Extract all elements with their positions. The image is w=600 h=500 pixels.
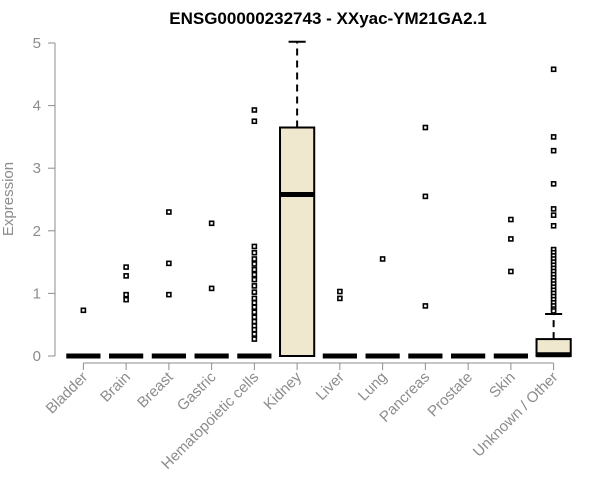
box-unknown-other xyxy=(535,66,572,358)
y-tick-label: 0 xyxy=(33,348,41,365)
box-body xyxy=(279,126,316,358)
outlier-point xyxy=(251,266,258,273)
outlier-point xyxy=(422,193,429,200)
y-axis: 0 1 2 3 4 5 xyxy=(33,35,56,365)
outlier-point xyxy=(550,222,557,229)
outlier-point xyxy=(208,285,215,292)
outlier-point xyxy=(80,307,87,314)
x-tick-label: Prostate xyxy=(424,369,476,421)
outlier-point xyxy=(251,107,258,113)
outlier-point xyxy=(337,288,343,295)
outlier-point xyxy=(251,309,258,315)
box-liver xyxy=(322,288,357,359)
box-group xyxy=(66,40,572,359)
outlier-point xyxy=(166,209,172,215)
box-hematopoietic-cells xyxy=(237,107,272,359)
outlier-point xyxy=(379,256,386,262)
y-tick-label: 4 xyxy=(33,98,41,115)
box-lung xyxy=(365,256,400,359)
outlier-point xyxy=(550,181,557,187)
outlier-point xyxy=(550,308,557,314)
outlier-point xyxy=(123,264,129,270)
outlier-point xyxy=(251,331,258,337)
x-tick-label: Kidney xyxy=(260,368,305,413)
y-tick-label: 5 xyxy=(33,35,41,52)
box-kidney xyxy=(279,40,316,358)
outlier-point xyxy=(166,260,172,267)
outlier-point xyxy=(251,314,258,320)
x-tick-label: Breast xyxy=(134,368,177,411)
x-tick-label: Skin xyxy=(486,369,519,402)
outlier-point xyxy=(208,220,215,227)
outlier-point xyxy=(422,124,429,131)
y-axis-label: Expression xyxy=(0,162,17,236)
outlier-point xyxy=(550,134,557,140)
outlier-point xyxy=(251,295,258,302)
chart-title: ENSG00000232743 - XXyac-YM21GA2.1 xyxy=(169,9,487,28)
x-tick-label: Liver xyxy=(313,369,348,404)
outlier-point xyxy=(550,212,557,218)
outlier-point xyxy=(550,147,557,154)
outlier-point xyxy=(251,299,258,306)
outlier-point xyxy=(251,243,258,250)
outlier-point xyxy=(123,273,129,279)
y-tick-label: 1 xyxy=(33,285,41,302)
outlier-point xyxy=(550,206,557,212)
outlier-point xyxy=(166,291,172,298)
outlier-point xyxy=(251,256,258,262)
box-breast xyxy=(151,209,186,359)
outlier-point xyxy=(508,268,514,275)
outlier-point xyxy=(508,236,514,242)
y-tick-label: 3 xyxy=(33,160,41,177)
outlier-point xyxy=(123,291,129,298)
box-skin xyxy=(493,216,528,359)
outlier-point xyxy=(251,326,258,333)
outlier-point xyxy=(123,296,129,303)
outlier-point xyxy=(550,66,557,73)
box-bladder xyxy=(66,307,101,359)
outlier-point xyxy=(251,261,258,267)
y-tick-label: 2 xyxy=(33,223,41,240)
outlier-point xyxy=(251,249,258,256)
outlier-point xyxy=(251,304,258,310)
x-tick-label: Brain xyxy=(97,369,134,406)
outlier-point xyxy=(251,336,258,342)
box-gastric xyxy=(194,220,229,359)
outlier-point xyxy=(337,295,343,302)
x-tick-label: Lung xyxy=(355,369,391,405)
outlier-point xyxy=(508,216,514,223)
box-brain xyxy=(109,264,144,359)
outlier-point xyxy=(251,276,258,283)
x-tick-label: Bladder xyxy=(43,369,92,418)
outlier-point xyxy=(251,283,258,289)
outlier-point xyxy=(251,318,258,325)
outlier-point xyxy=(251,271,258,278)
outlier-point xyxy=(251,118,258,125)
box-pancreas xyxy=(408,124,443,359)
outlier-point xyxy=(251,289,258,295)
outlier-point xyxy=(422,303,429,309)
